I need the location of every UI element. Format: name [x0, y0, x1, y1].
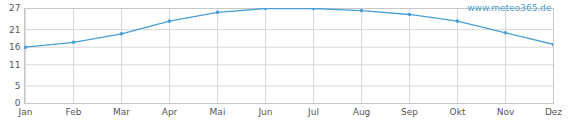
svg-text:21: 21	[9, 24, 20, 34]
svg-text:27: 27	[9, 3, 20, 13]
svg-text:Sep: Sep	[401, 107, 418, 117]
svg-text:0: 0	[15, 98, 21, 108]
svg-text:5: 5	[15, 81, 21, 91]
svg-text:Mar: Mar	[113, 107, 130, 117]
svg-text:Jan: Jan	[18, 106, 33, 117]
svg-text:www.meteo365.de: www.meteo365.de	[467, 3, 552, 13]
svg-text:Okt: Okt	[450, 107, 466, 117]
svg-text:Nov: Nov	[497, 107, 515, 117]
svg-text:Mai: Mai	[210, 107, 226, 117]
svg-text:16: 16	[9, 42, 21, 52]
svg-text:Jul: Jul	[307, 107, 319, 117]
svg-text:Aug: Aug	[353, 107, 371, 117]
svg-text:Dez: Dez	[545, 107, 562, 117]
svg-text:Jun: Jun	[257, 107, 272, 117]
svg-text:Feb: Feb	[66, 107, 82, 117]
svg-text:11: 11	[9, 60, 20, 70]
svg-text:Apr: Apr	[162, 107, 178, 117]
